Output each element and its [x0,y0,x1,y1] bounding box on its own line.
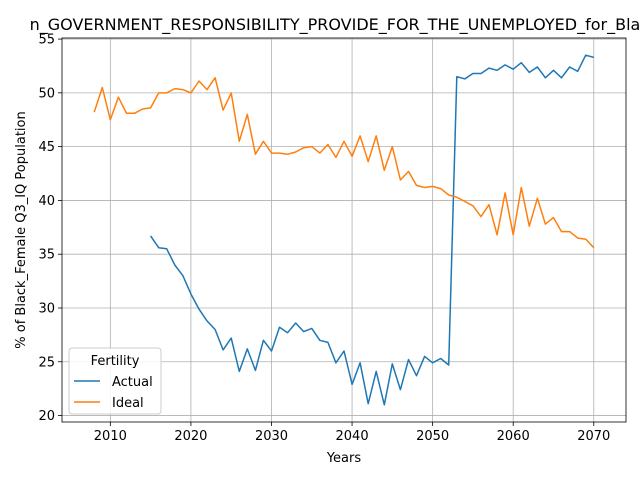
y-tick-label: 30 [38,301,55,316]
legend-items: Actual Ideal [74,375,153,411]
plot-frame [61,37,627,423]
y-tick-label: 45 [38,140,55,155]
y-tick-label: 35 [38,248,55,263]
x-tick-label: 2030 [255,429,288,444]
series-group [93,54,595,406]
legend-title: Fertility [91,354,140,369]
y-axis-ticks: 20 25 30 35 40 45 50 55 [38,33,62,424]
legend-label-actual: Actual [112,375,153,390]
grid [62,38,626,422]
series-line-ideal [93,77,595,249]
series-line-actual [149,54,594,406]
y-axis-label: % of Black_Female Q3_IQ Population [14,111,29,348]
chart-title: n_GOVERNMENT_RESPONSIBILITY_PROVIDE_FOR_… [30,15,640,35]
x-tick-label: 2010 [94,429,127,444]
y-tick-label: 40 [38,194,55,209]
y-tick-label: 20 [38,409,55,424]
x-tick-label: 2060 [497,429,530,444]
y-tick-label: 25 [38,355,55,370]
x-axis-ticks: 2010 2020 2030 2040 2050 2060 2070 [94,422,610,444]
x-tick-label: 2070 [577,429,610,444]
x-tick-label: 2050 [416,429,449,444]
y-tick-label: 50 [38,86,55,101]
legend: Fertility Actual Ideal [68,347,162,415]
x-tick-label: 2040 [336,429,369,444]
legend-label-ideal: Ideal [112,396,144,411]
legend-box [68,347,162,415]
x-tick-label: 2020 [174,429,207,444]
y-tick-label: 55 [38,33,55,48]
x-axis-label: Years [326,451,362,466]
